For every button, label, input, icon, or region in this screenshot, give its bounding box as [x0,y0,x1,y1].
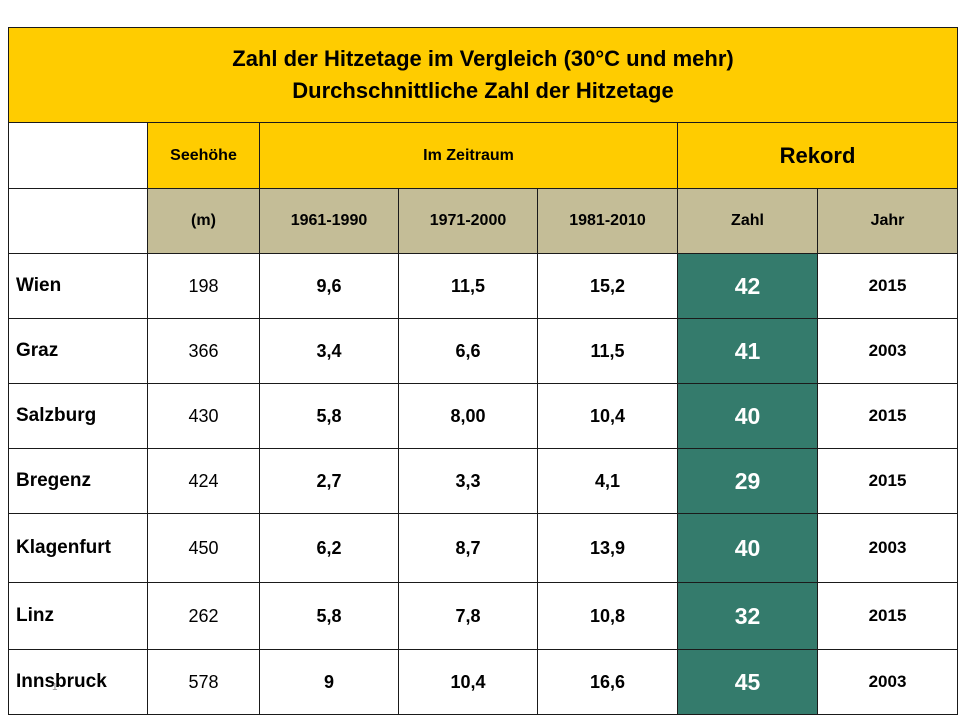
record-year-cell: 2015 [817,253,958,319]
period-2-cell: 8,7 [398,513,538,583]
header-row-2: (m) 1961-1990 1971-2000 1981-2010 Zahl J… [8,188,958,254]
period-2-cell: 10,4 [398,649,538,715]
table-row: Klagenfurt 450 6,2 8,7 13,9 40 2003 [8,513,958,583]
period-3-cell: 15,2 [537,253,678,319]
record-cell: 41 [677,318,818,384]
city-cell: Salzburg [8,383,148,449]
period-2-cell: 11,5 [398,253,538,319]
record-cell: 42 [677,253,818,319]
record-year-cell: 2015 [817,383,958,449]
header-seehoehe: Seehöhe [147,122,260,189]
city-cell: Graz [8,318,148,384]
header-row-1: Seehöhe Im Zeitraum Rekord [8,122,958,189]
period-1-cell: 5,8 [259,582,399,650]
period-1-cell: 9 [259,649,399,715]
record-cell: 40 [677,513,818,583]
period-1-cell: 9,6 [259,253,399,319]
period-3-cell: 10,8 [537,582,678,650]
period-3-cell: 10,4 [537,383,678,449]
header-jahr: Jahr [817,188,958,254]
altitude-cell: 450 [147,513,260,583]
title-row: Zahl der Hitzetage im Vergleich (30°C un… [8,27,958,123]
title-line-1: Zahl der Hitzetage im Vergleich (30°C un… [232,46,734,71]
record-cell: 45 [677,649,818,715]
header-rekord: Rekord [677,122,958,189]
table-row: Linz 262 5,8 7,8 10,8 32 2015 [8,582,958,650]
table-title: Zahl der Hitzetage im Vergleich (30°C un… [8,27,958,123]
period-3-cell: 11,5 [537,318,678,384]
altitude-cell: 424 [147,448,260,514]
city-cell: Klagenfurt [8,513,148,583]
header-period-3: 1981-2010 [537,188,678,254]
table-row: Bregenz 424 2,7 3,3 4,1 29 2015 [8,448,958,514]
record-cell: 29 [677,448,818,514]
period-1-cell: 2,7 [259,448,399,514]
record-cell: 32 [677,582,818,650]
city-cell: Linz [8,582,148,650]
record-year-cell: 2003 [817,649,958,715]
header-unit-m: (m) [147,188,260,254]
header-corner-cell [8,122,148,189]
header-zahl: Zahl [677,188,818,254]
altitude-cell: 578 [147,649,260,715]
city-cell: Wien [8,253,148,319]
title-line-2: Durchschnittliche Zahl der Hitzetage [292,78,674,103]
table-row: Innsbruck 578 9 10,4 16,6 45 2003 [8,649,958,715]
header-corner-cell-2 [8,188,148,254]
heat-days-table: Zahl der Hitzetage im Vergleich (30°C un… [8,27,958,715]
altitude-cell: 262 [147,582,260,650]
city-cell: Bregenz [8,448,148,514]
altitude-cell: 430 [147,383,260,449]
record-year-cell: 2015 [817,582,958,650]
table-row: Wien 198 9,6 11,5 15,2 42 2015 [8,253,958,319]
table-row: Salzburg 430 5,8 8,00 10,4 40 2015 [8,383,958,449]
period-2-cell: 6,6 [398,318,538,384]
record-year-cell: 2003 [817,318,958,384]
period-3-cell: 4,1 [537,448,678,514]
record-year-cell: 2003 [817,513,958,583]
period-1-cell: 3,4 [259,318,399,384]
header-period-1: 1961-1990 [259,188,399,254]
record-cell: 40 [677,383,818,449]
header-period-2: 1971-2000 [398,188,538,254]
period-2-cell: 8,00 [398,383,538,449]
city-cell: Innsbruck [8,649,148,715]
period-1-cell: 6,2 [259,513,399,583]
period-1-cell: 5,8 [259,383,399,449]
record-year-cell: 2015 [817,448,958,514]
period-2-cell: 7,8 [398,582,538,650]
slide-number: 1 [52,682,58,693]
period-3-cell: 16,6 [537,649,678,715]
altitude-cell: 366 [147,318,260,384]
table-row: Graz 366 3,4 6,6 11,5 41 2003 [8,318,958,384]
header-zeitraum: Im Zeitraum [259,122,678,189]
period-3-cell: 13,9 [537,513,678,583]
altitude-cell: 198 [147,253,260,319]
period-2-cell: 3,3 [398,448,538,514]
